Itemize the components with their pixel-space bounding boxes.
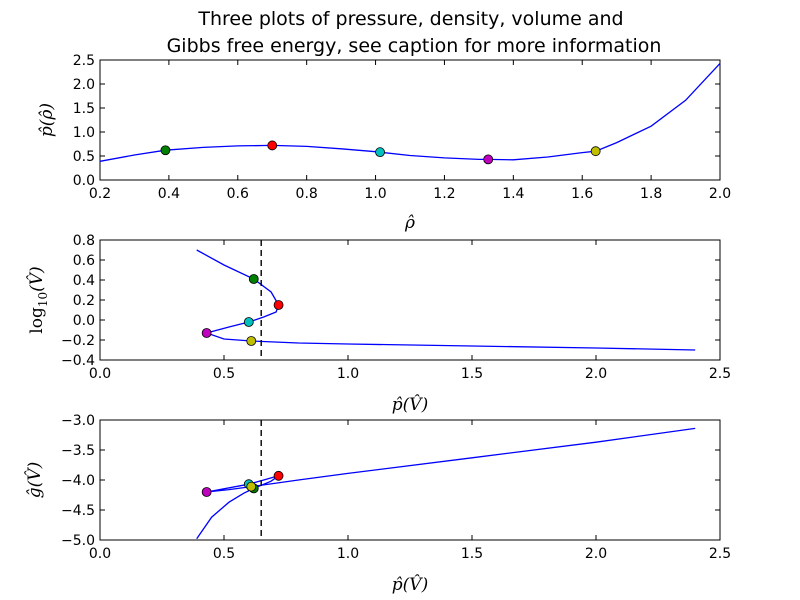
y-tick-label: 0.2 (73, 293, 95, 309)
x-tick-label: 1.0 (337, 546, 359, 562)
y-tick-label: 0.0 (73, 313, 95, 329)
y-tick-label: −3.0 (61, 413, 95, 429)
y-tick-label: −3.5 (61, 443, 95, 459)
x-tick-label: 1.0 (337, 366, 359, 382)
y-axis-label: log10(V̂) (27, 266, 50, 333)
x-axis-label: ρ̂ (404, 213, 415, 233)
x-tick-label: 0.4 (158, 186, 180, 202)
x-tick-label: 0.0 (89, 546, 111, 562)
x-tick-label: 0.5 (213, 366, 235, 382)
series-line (196, 249, 696, 351)
y-tick-label: −4.5 (61, 503, 95, 519)
pressure-gibbs-plot: p̂(V̂) ĝ(V̂) 0.0 0.5 1.0 1.5 2.0 2.5 −5.0 −4.5 −… (25, 413, 731, 595)
x-tick-label: 2.5 (709, 366, 731, 382)
state-point-marker (273, 470, 284, 481)
y-tick-label: 0.4 (73, 273, 95, 289)
density-pressure-plot: ρ̂ p̂(ρ̂) 0.2 0.4 0.6 0.8 1.0 1.2 1.4 1.6 1.8 2.0… (37, 53, 731, 233)
y-tick-label: 2.5 (73, 53, 95, 69)
y-tick-label: −0.4 (61, 353, 95, 369)
y-tick-label: 0.0 (73, 173, 95, 189)
y-axis-label: p̂(ρ̂) (37, 103, 57, 137)
chart-title-line1: Three plots of pressure, density, volume… (197, 8, 623, 30)
state-point-marker (483, 154, 494, 165)
state-point-marker (201, 328, 212, 338)
x-tick-label: 0.5 (213, 546, 235, 562)
state-point-marker (267, 140, 278, 151)
state-point-marker (248, 274, 259, 284)
x-tick-label: 1.5 (461, 546, 483, 562)
series-line (99, 62, 721, 162)
y-tick-label: −5.0 (61, 533, 95, 549)
x-tick-label: 2.0 (709, 186, 731, 202)
y-tick-label: −4.0 (61, 473, 95, 489)
y-tick-label: 0.8 (73, 233, 95, 249)
y-tick-label: 1.0 (73, 125, 95, 141)
state-point-marker (375, 147, 385, 158)
x-tick-label: 1.0 (364, 186, 386, 202)
plot-frame (99, 419, 721, 541)
x-tick-label: 0.2 (89, 186, 111, 202)
state-point-marker (201, 487, 212, 497)
x-tick-label: 0.6 (227, 186, 249, 202)
y-tick-label: 1.5 (73, 101, 95, 117)
chart-title-line2: Gibbs free energy, see caption for more … (167, 35, 662, 57)
y-tick-label: 0.6 (73, 253, 95, 269)
state-point-marker (160, 145, 171, 156)
plot-frame (99, 59, 721, 181)
x-tick-label: 2.0 (585, 546, 607, 562)
state-point-marker (246, 481, 257, 492)
plot-frame (99, 239, 721, 361)
x-axis-label: p̂(V̂) (392, 395, 428, 415)
state-point-marker (273, 300, 284, 310)
x-tick-label: 1.8 (640, 186, 662, 202)
x-tick-label: 1.5 (461, 366, 483, 382)
state-point-marker (590, 146, 601, 157)
x-tick-label: 1.6 (571, 186, 593, 202)
x-tick-label: 1.4 (502, 186, 524, 202)
x-axis-label: p̂(V̂) (392, 575, 428, 595)
state-point-marker (246, 336, 257, 346)
y-tick-label: −0.2 (61, 333, 95, 349)
y-tick-label: 2.0 (73, 77, 95, 93)
x-tick-label: 1.2 (433, 186, 455, 202)
x-tick-label: 2.0 (585, 366, 607, 382)
x-tick-label: 0.8 (296, 186, 318, 202)
y-tick-label: 0.5 (73, 149, 95, 165)
x-tick-label: 2.5 (709, 546, 731, 562)
x-tick-label: 0.0 (89, 366, 111, 382)
pressure-logvolume-plot: p̂(V̂) log10(V̂) 0.0 0.5 1.0 1.5 2.0 2.5 −0.4 −… (27, 233, 731, 415)
state-point-marker (243, 317, 254, 327)
y-axis-label: ĝ(V̂) (25, 462, 45, 498)
